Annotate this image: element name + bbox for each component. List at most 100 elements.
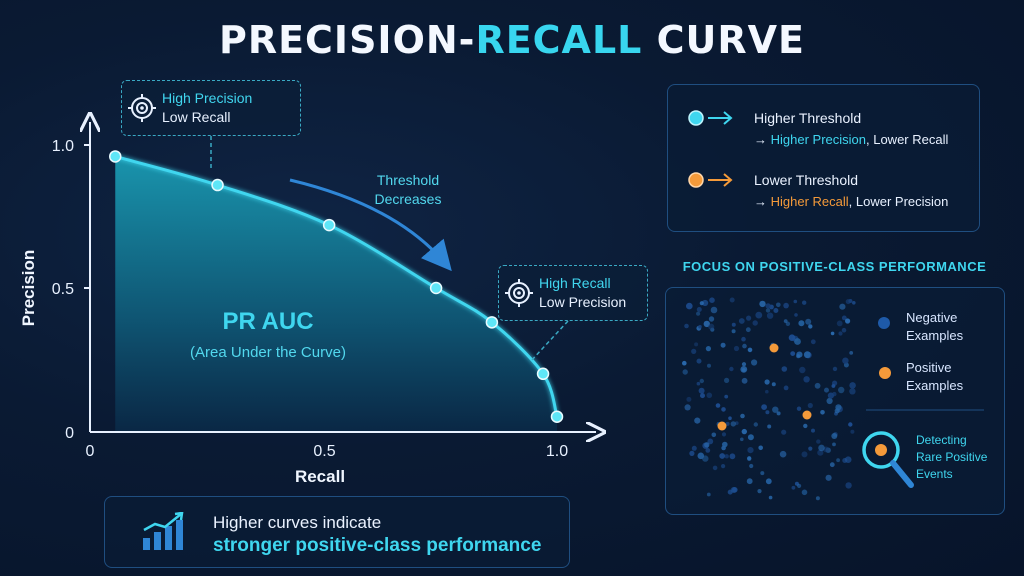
- negative-example-dot: [686, 302, 693, 310]
- focus-panel: Negative Examples Positive Examples Dete…: [665, 287, 1005, 515]
- threshold-legend-panel: Higher Threshold → Higher Precision, Low…: [667, 84, 980, 232]
- orange-dot-arrow-icon: [686, 169, 748, 191]
- negative-example-dot: [783, 385, 789, 391]
- negative-example-dot: [808, 446, 813, 451]
- threshold-direction-label: Threshold Decreases: [375, 172, 442, 207]
- auc-area: [115, 156, 557, 431]
- negative-example-dot: [765, 303, 771, 309]
- legend-higher-threshold: Higher Threshold → Higher Precision, Low…: [686, 107, 948, 151]
- negative-example-dot: [758, 445, 763, 451]
- negative-example-dot: [793, 299, 798, 304]
- negative-example-dot: [844, 456, 852, 463]
- y-tick-label: 0.5: [52, 281, 74, 298]
- negative-example-dot: [765, 389, 769, 394]
- negative-example-dot: [794, 313, 798, 317]
- negative-example-dot: [696, 381, 701, 386]
- negative-example-dot: [721, 464, 726, 469]
- negative-example-dot: [684, 404, 691, 411]
- negative-example-dot: [807, 402, 813, 409]
- negative-example-dot: [684, 323, 689, 329]
- page-title: PRECISION-RECALL CURVE: [0, 18, 1024, 62]
- negative-example-dot: [779, 450, 787, 458]
- negative-example-dot: [747, 434, 754, 441]
- negative-example-dot: [803, 376, 810, 383]
- negative-example-dot: [788, 334, 796, 341]
- legend-lower-rest: , Lower Precision: [848, 194, 949, 209]
- negative-example-dot: [845, 318, 851, 324]
- legend-lower-highlight: Higher Recall: [770, 194, 849, 209]
- negative-example-dot: [841, 315, 847, 321]
- negative-example-dot: [796, 351, 803, 358]
- negative-example-dot: [731, 329, 736, 334]
- negative-example-dot: [686, 396, 692, 402]
- x-tick-label: 0.5: [313, 443, 335, 460]
- negative-example-dot: [741, 336, 746, 342]
- negative-example-dot: [799, 366, 806, 374]
- negative-example-dot: [815, 496, 820, 501]
- y-tick-label: 1.0: [52, 138, 74, 155]
- negative-example-dot: [752, 320, 758, 326]
- negative-example-dot: [849, 351, 854, 355]
- negative-example-dot: [768, 495, 773, 500]
- negative-example-dot: [696, 307, 702, 312]
- magnifier-icon: [862, 431, 914, 488]
- callout-right-line2: Low Precision: [539, 294, 627, 310]
- negative-example-dot: [849, 382, 856, 389]
- negative-example-dot: [838, 386, 845, 394]
- negative-example-dot: [749, 463, 754, 469]
- negative-example-dot: [729, 366, 734, 372]
- negative-example-dot: [835, 404, 842, 411]
- negative-example-dot: [829, 462, 835, 468]
- negative-example-dot: [781, 366, 788, 372]
- negative-example-dot: [849, 388, 856, 395]
- negative-example-dot: [818, 444, 825, 452]
- negative-example-dot: [765, 478, 772, 485]
- negative-example-dot: [708, 323, 715, 330]
- negative-example-dot: [697, 452, 705, 460]
- negative-example-dot: [682, 369, 688, 375]
- negative-example-dot: [712, 465, 718, 471]
- negative-example-dot: [691, 348, 697, 354]
- negative-example-dot: [798, 320, 805, 327]
- detect-line3: Events: [916, 467, 953, 481]
- negative-example-dot: [704, 442, 710, 448]
- legend-higher-head: Higher Threshold: [754, 110, 862, 126]
- negative-example-dot: [826, 397, 833, 405]
- negative-example-dot: [708, 316, 715, 322]
- negative-example-dot: [803, 423, 808, 429]
- callout-high-recall: High Recall Low Precision: [498, 265, 648, 321]
- negative-example-dot: [845, 299, 851, 305]
- negative-example-dot: [785, 321, 791, 326]
- negative-example-dot: [771, 382, 776, 387]
- positive-line2: Examples: [906, 378, 964, 393]
- negative-example-dot: [842, 357, 849, 364]
- positive-example-dot: [717, 421, 727, 431]
- negative-example-dot: [791, 485, 796, 490]
- negative-example-dot: [766, 312, 774, 319]
- negative-example-dot: [699, 301, 704, 306]
- title-part-3: CURVE: [656, 18, 806, 62]
- negative-example-dot: [796, 406, 802, 411]
- negative-example-dot: [747, 456, 752, 461]
- curve-point: [211, 178, 224, 192]
- negative-example-dot: [767, 424, 772, 429]
- negative-example-dot: [707, 438, 714, 445]
- negative-example-dot: [760, 471, 765, 476]
- negative-example-dot: [727, 489, 733, 495]
- negative-example-dot: [682, 360, 687, 366]
- y-axis-label: Precision: [19, 250, 38, 327]
- negative-example-dot: [720, 342, 726, 348]
- negative-example-dot: [729, 297, 735, 303]
- negative-example-dot: [694, 342, 699, 347]
- target-icon: [499, 279, 539, 307]
- callout-right-connector: [529, 320, 569, 363]
- x-axis-label: Recall: [295, 467, 345, 486]
- negative-example-dot: [691, 445, 697, 451]
- negative-examples-label: Negative Examples: [906, 309, 963, 345]
- negative-example-dot: [724, 454, 729, 459]
- negative-example-dot: [852, 301, 856, 305]
- bottom-line1: Higher curves indicate: [213, 513, 382, 532]
- negative-example-dot: [746, 478, 753, 485]
- negative-example-dot: [715, 403, 721, 408]
- negative-example-dot: [761, 404, 767, 410]
